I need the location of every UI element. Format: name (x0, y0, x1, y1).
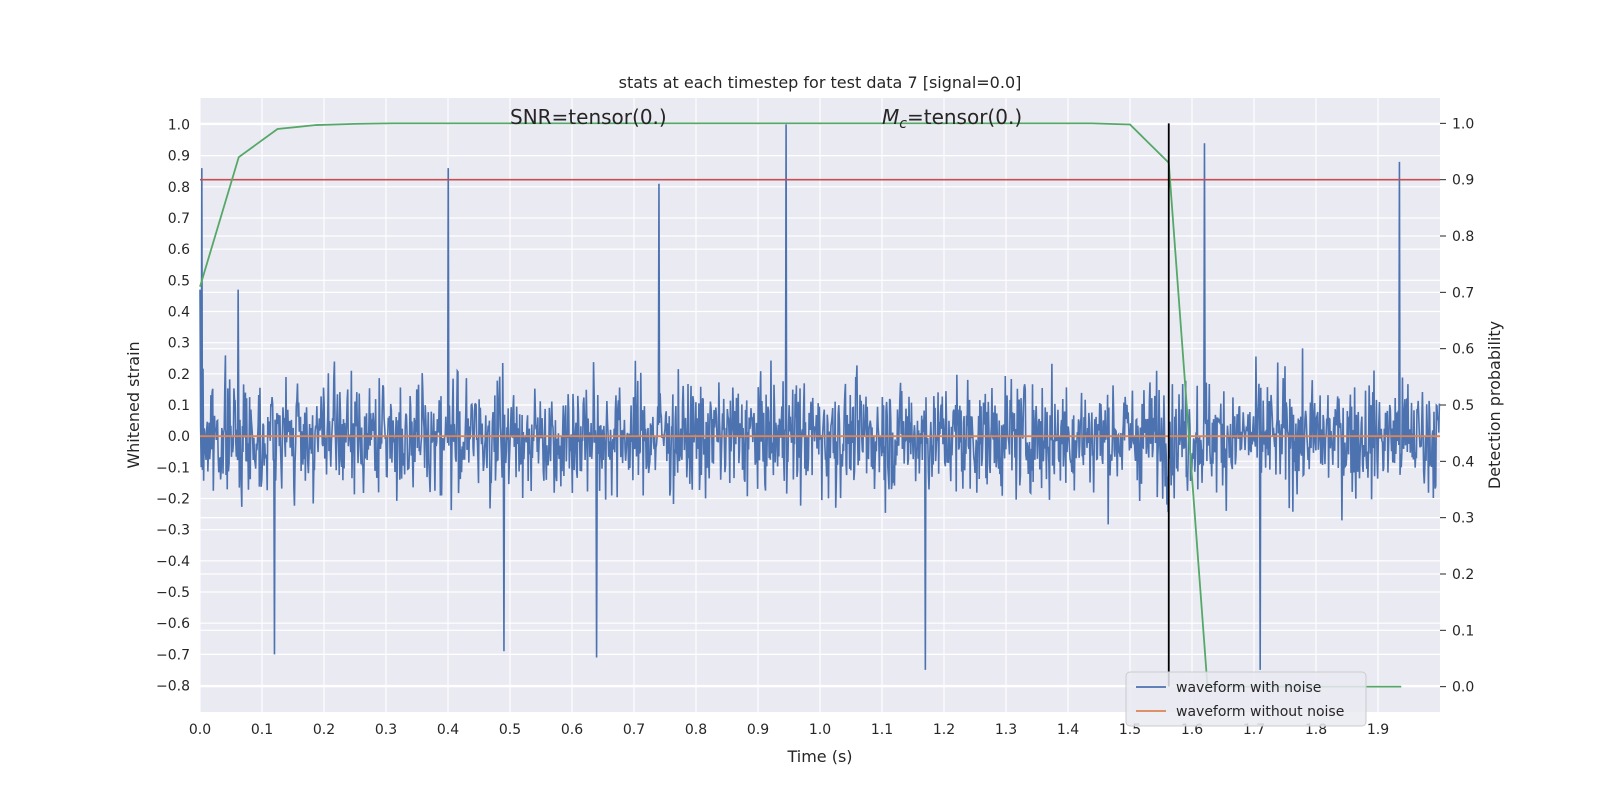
x-tick-label: 1.4 (1057, 722, 1079, 738)
y-left-tick-label: 0.4 (168, 304, 190, 320)
mc-value: =tensor(0.) (907, 105, 1022, 129)
x-tick-label: 0.6 (561, 722, 583, 738)
y-right-tick-label: 1.0 (1452, 116, 1474, 132)
y-right-tick-label: 0.0 (1452, 680, 1474, 696)
legend-label-waveform-without-noise: waveform without noise (1176, 704, 1344, 720)
y-left-tick-label: −0.7 (156, 647, 190, 663)
y-left-tick-label: −0.8 (156, 679, 190, 695)
y-left-tick-label: 0.3 (168, 336, 190, 352)
x-tick-label: 1.3 (995, 722, 1017, 738)
y-axis-right-label: Detection probability (1485, 321, 1504, 489)
y-left-tick-label: 0.2 (168, 367, 190, 383)
y-right-tick-label: 0.7 (1452, 285, 1474, 301)
y-right-tick-label: 0.4 (1452, 454, 1474, 470)
y-left-tick-label: −0.2 (156, 492, 190, 508)
mc-subscript: c (899, 116, 907, 132)
x-tick-label: 0.7 (623, 722, 645, 738)
x-tick-label: 0.8 (685, 722, 707, 738)
y-right-tick-label: 0.8 (1452, 229, 1474, 245)
y-right-tick-label: 0.5 (1452, 398, 1474, 414)
y-right-tick-label: 0.1 (1452, 623, 1474, 639)
y-right-tick-label: 0.6 (1452, 342, 1474, 358)
y-left-tick-label: −0.6 (156, 616, 190, 632)
x-tick-label: 1.0 (809, 722, 831, 738)
x-axis-label: Time (s) (786, 747, 852, 766)
y-axis-left-label: Whitened strain (124, 341, 143, 468)
grid-lines (199, 98, 1440, 712)
y-left-tick-label: 0.0 (168, 429, 190, 445)
y-right-tick-label: 0.9 (1452, 173, 1474, 189)
legend: waveform with noise waveform without noi… (1125, 671, 1367, 727)
snr-annotation: SNR=tensor(0.) (510, 105, 667, 129)
x-tick-label: 0.5 (499, 722, 521, 738)
x-tick-label: 0.9 (747, 722, 769, 738)
y-left-tick-label: 0.6 (168, 242, 190, 258)
tick-labels: 0.0 0.1 0.2 0.3 0.4 0.5 0.6 0.7 0.8 0.9 1.0 1.1 1.2 1… (156, 116, 1474, 738)
y-left-tick-label: 1.0 (168, 117, 190, 133)
x-tick-label: 0.1 (251, 722, 273, 738)
y-left-tick-label: 0.9 (168, 149, 190, 165)
y-left-tick-label: 0.1 (168, 398, 190, 414)
x-tick-label: 1.1 (871, 722, 893, 738)
y-left-tick-label: −0.5 (156, 585, 190, 601)
y-left-tick-label: 0.7 (168, 211, 190, 227)
x-tick-label: 1.9 (1367, 722, 1389, 738)
series-line-waveform-with-noise (199, 124, 1441, 670)
mc-symbol: M (882, 105, 899, 129)
legend-box (1125, 671, 1367, 727)
x-tick-label: 1.2 (933, 722, 955, 738)
x-tick-label: 0.3 (375, 722, 397, 738)
y-right-tick-label: 0.2 (1452, 567, 1474, 583)
y-left-tick-label: −0.3 (156, 523, 190, 539)
legend-label-waveform-with-noise: waveform with noise (1176, 680, 1321, 696)
chart-title: stats at each timestep for test data 7 [… (619, 73, 1022, 92)
y-left-tick-label: −0.4 (156, 554, 190, 570)
y-right-tick-label: 0.3 (1452, 511, 1474, 527)
y-left-tick-label: 0.8 (168, 180, 190, 196)
x-tick-label: 0.0 (189, 722, 211, 738)
x-tick-label: 0.4 (437, 722, 459, 738)
mc-annotation: Mc=tensor(0.) (882, 105, 1022, 132)
y-left-tick-label: −0.1 (156, 460, 190, 476)
x-tick-label: 0.2 (313, 722, 335, 738)
y-left-tick-label: 0.5 (168, 273, 190, 289)
